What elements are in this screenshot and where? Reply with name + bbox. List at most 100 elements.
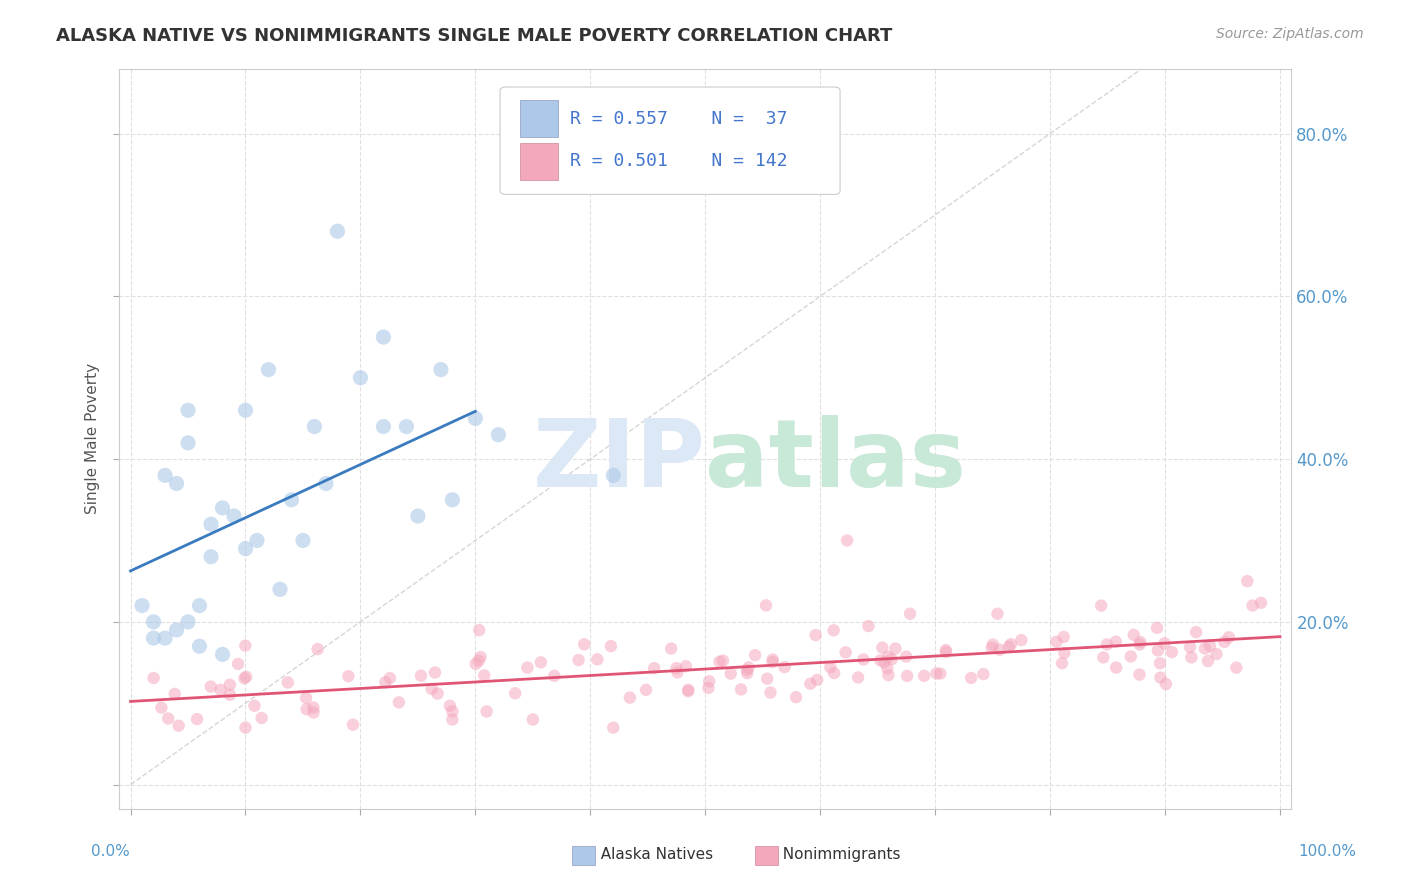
- Point: [823, 624, 845, 638]
- Point: [395, 419, 418, 434]
- Point: [200, 549, 222, 564]
- Point: [1180, 650, 1202, 665]
- Point: [464, 411, 486, 425]
- Point: [150, 700, 173, 714]
- Point: [898, 607, 921, 621]
- Point: [835, 533, 858, 548]
- Point: [806, 673, 828, 687]
- Point: [516, 660, 538, 674]
- Point: [188, 599, 211, 613]
- Point: [200, 517, 222, 532]
- Point: [1147, 643, 1170, 657]
- Point: [1095, 638, 1118, 652]
- Point: [586, 652, 609, 666]
- Point: [167, 719, 190, 733]
- Point: [468, 623, 491, 637]
- Point: [219, 678, 242, 692]
- Text: Nonimmigrants: Nonimmigrants: [773, 847, 901, 862]
- Point: [1250, 596, 1272, 610]
- Point: [1122, 628, 1144, 642]
- Point: [543, 669, 565, 683]
- Point: [1205, 647, 1227, 661]
- Point: [295, 702, 318, 716]
- Point: [666, 665, 689, 680]
- Point: [468, 654, 491, 668]
- Point: [1090, 599, 1112, 613]
- Point: [349, 370, 371, 384]
- Point: [599, 639, 621, 653]
- Point: [711, 654, 734, 668]
- Point: [697, 674, 720, 689]
- Point: [475, 705, 498, 719]
- Point: [153, 468, 176, 483]
- Text: Source: ZipAtlas.com: Source: ZipAtlas.com: [1216, 27, 1364, 41]
- Text: R = 0.557    N =  37: R = 0.557 N = 37: [571, 110, 787, 128]
- Point: [142, 631, 165, 645]
- Point: [153, 631, 176, 645]
- Point: [470, 650, 492, 665]
- Point: [1225, 660, 1247, 674]
- Point: [834, 645, 856, 659]
- FancyBboxPatch shape: [501, 87, 839, 194]
- Point: [1000, 637, 1022, 651]
- Point: [988, 642, 1011, 657]
- Point: [744, 648, 766, 663]
- Point: [186, 712, 208, 726]
- Point: [277, 675, 299, 690]
- Point: [998, 640, 1021, 654]
- Point: [1149, 671, 1171, 685]
- Point: [1213, 635, 1236, 649]
- Point: [188, 640, 211, 654]
- Point: [1149, 657, 1171, 671]
- Point: [1241, 599, 1264, 613]
- Point: [884, 641, 907, 656]
- Point: [762, 655, 785, 669]
- Point: [1119, 649, 1142, 664]
- Point: [986, 607, 1008, 621]
- Point: [1105, 660, 1128, 674]
- Point: [876, 661, 898, 675]
- Point: [1045, 635, 1067, 649]
- Point: [426, 687, 449, 701]
- Point: [235, 541, 257, 556]
- Text: 0.0%: 0.0%: [91, 845, 131, 859]
- Point: [304, 419, 326, 434]
- Point: [420, 681, 443, 696]
- Point: [1197, 654, 1219, 668]
- Point: [166, 476, 188, 491]
- Point: [177, 435, 200, 450]
- Point: [799, 677, 821, 691]
- Point: [441, 492, 464, 507]
- Point: [735, 663, 758, 677]
- Bar: [520, 143, 558, 179]
- Point: [295, 690, 318, 705]
- Point: [759, 685, 782, 699]
- Point: [235, 403, 257, 417]
- Point: [342, 717, 364, 731]
- Point: [142, 615, 165, 629]
- Point: [291, 533, 314, 548]
- Bar: [520, 101, 558, 137]
- Point: [877, 668, 900, 682]
- Point: [441, 704, 464, 718]
- Text: ALASKA NATIVE VS NONIMMIGRANTS SINGLE MALE POVERTY CORRELATION CHART: ALASKA NATIVE VS NONIMMIGRANTS SINGLE MA…: [56, 27, 893, 45]
- Point: [472, 668, 495, 682]
- Point: [250, 711, 273, 725]
- Point: [131, 599, 153, 613]
- Point: [388, 695, 411, 709]
- Point: [678, 682, 700, 697]
- Point: [1128, 667, 1150, 681]
- Point: [280, 492, 302, 507]
- Point: [720, 666, 742, 681]
- Point: [1161, 645, 1184, 659]
- Point: [869, 653, 891, 667]
- Point: [1153, 636, 1175, 650]
- Point: [981, 638, 1004, 652]
- Point: [820, 660, 842, 674]
- Point: [1105, 634, 1128, 648]
- Text: 100.0%: 100.0%: [1299, 845, 1357, 859]
- Point: [935, 645, 957, 659]
- Point: [1146, 621, 1168, 635]
- Point: [877, 649, 900, 664]
- Point: [1053, 630, 1076, 644]
